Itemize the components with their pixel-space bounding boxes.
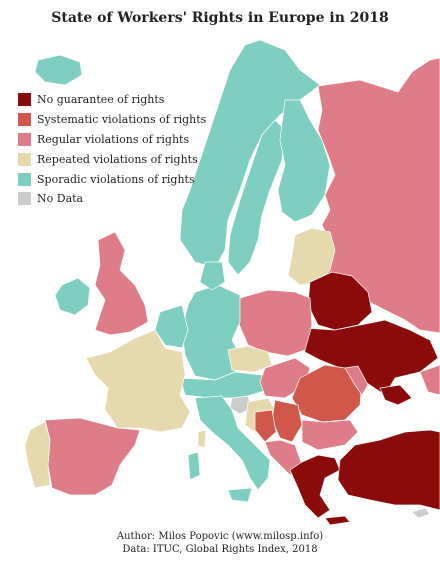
- legend-item: Repeated violations of rights: [18, 149, 206, 169]
- slovenia-region: [229, 395, 253, 415]
- legend-item: Systematic violations of rights: [18, 110, 206, 130]
- data-source: Data: ITUC, Global Rights Index, 2018: [122, 543, 318, 555]
- poland-region: [237, 289, 313, 357]
- greece-region: [289, 454, 341, 519]
- spain-region: [44, 417, 141, 496]
- legend: No guarantee of rights Systematic violat…: [18, 90, 206, 209]
- legend-item: Sporadic violations of rights: [18, 169, 206, 189]
- corsica-region: [197, 429, 207, 449]
- sardinia-region: [187, 451, 201, 481]
- moldova-region: [344, 365, 369, 396]
- legend-label: Regular violations of rights: [37, 132, 190, 146]
- legend-item: Regular violations of rights: [18, 130, 206, 150]
- iceland-region: [34, 54, 83, 86]
- legend-swatch: [18, 93, 31, 107]
- uk-region: [94, 231, 149, 336]
- legend-swatch: [18, 152, 31, 166]
- portugal-region: [24, 421, 51, 489]
- legend-swatch: [18, 132, 31, 146]
- ireland-region: [54, 277, 91, 316]
- cyprus-region: [411, 507, 431, 519]
- bulgaria-region: [301, 419, 359, 451]
- map-title: State of Workers' Rights in Europe in 20…: [51, 10, 389, 26]
- belarus-region: [307, 271, 373, 331]
- italy-region: [194, 395, 271, 491]
- czechia-region: [227, 345, 273, 373]
- legend-item: No Data: [18, 189, 206, 209]
- caucasus-region: [419, 364, 440, 396]
- bosnia-region: [254, 409, 277, 443]
- credits: Author: Milos Popovic (www.milosp.info) …: [0, 531, 440, 556]
- legend-swatch: [18, 192, 31, 206]
- legend-label: Repeated violations of rights: [37, 152, 198, 166]
- france-region: [85, 329, 191, 433]
- legend-label: No Data: [37, 192, 84, 206]
- legend-label: Systematic violations of rights: [37, 113, 207, 127]
- serbia-region: [271, 399, 303, 443]
- legend-swatch: [18, 172, 31, 186]
- crete-region: [324, 515, 351, 526]
- ukraine-region: [304, 319, 439, 396]
- legend-item: No guarantee of rights: [18, 90, 206, 110]
- legend-label: Sporadic violations of rights: [37, 172, 195, 186]
- turkey-region: [337, 429, 440, 511]
- norway-region: [179, 39, 321, 269]
- finland-region: [277, 99, 331, 223]
- crimea-region: [379, 384, 413, 406]
- sicily-region: [227, 487, 253, 503]
- author-credit: Author: Milos Popovic (www.milosp.info): [116, 531, 324, 542]
- legend-swatch: [18, 113, 31, 127]
- denmark-region: [199, 261, 226, 291]
- legend-label: No guarantee of rights: [37, 93, 165, 107]
